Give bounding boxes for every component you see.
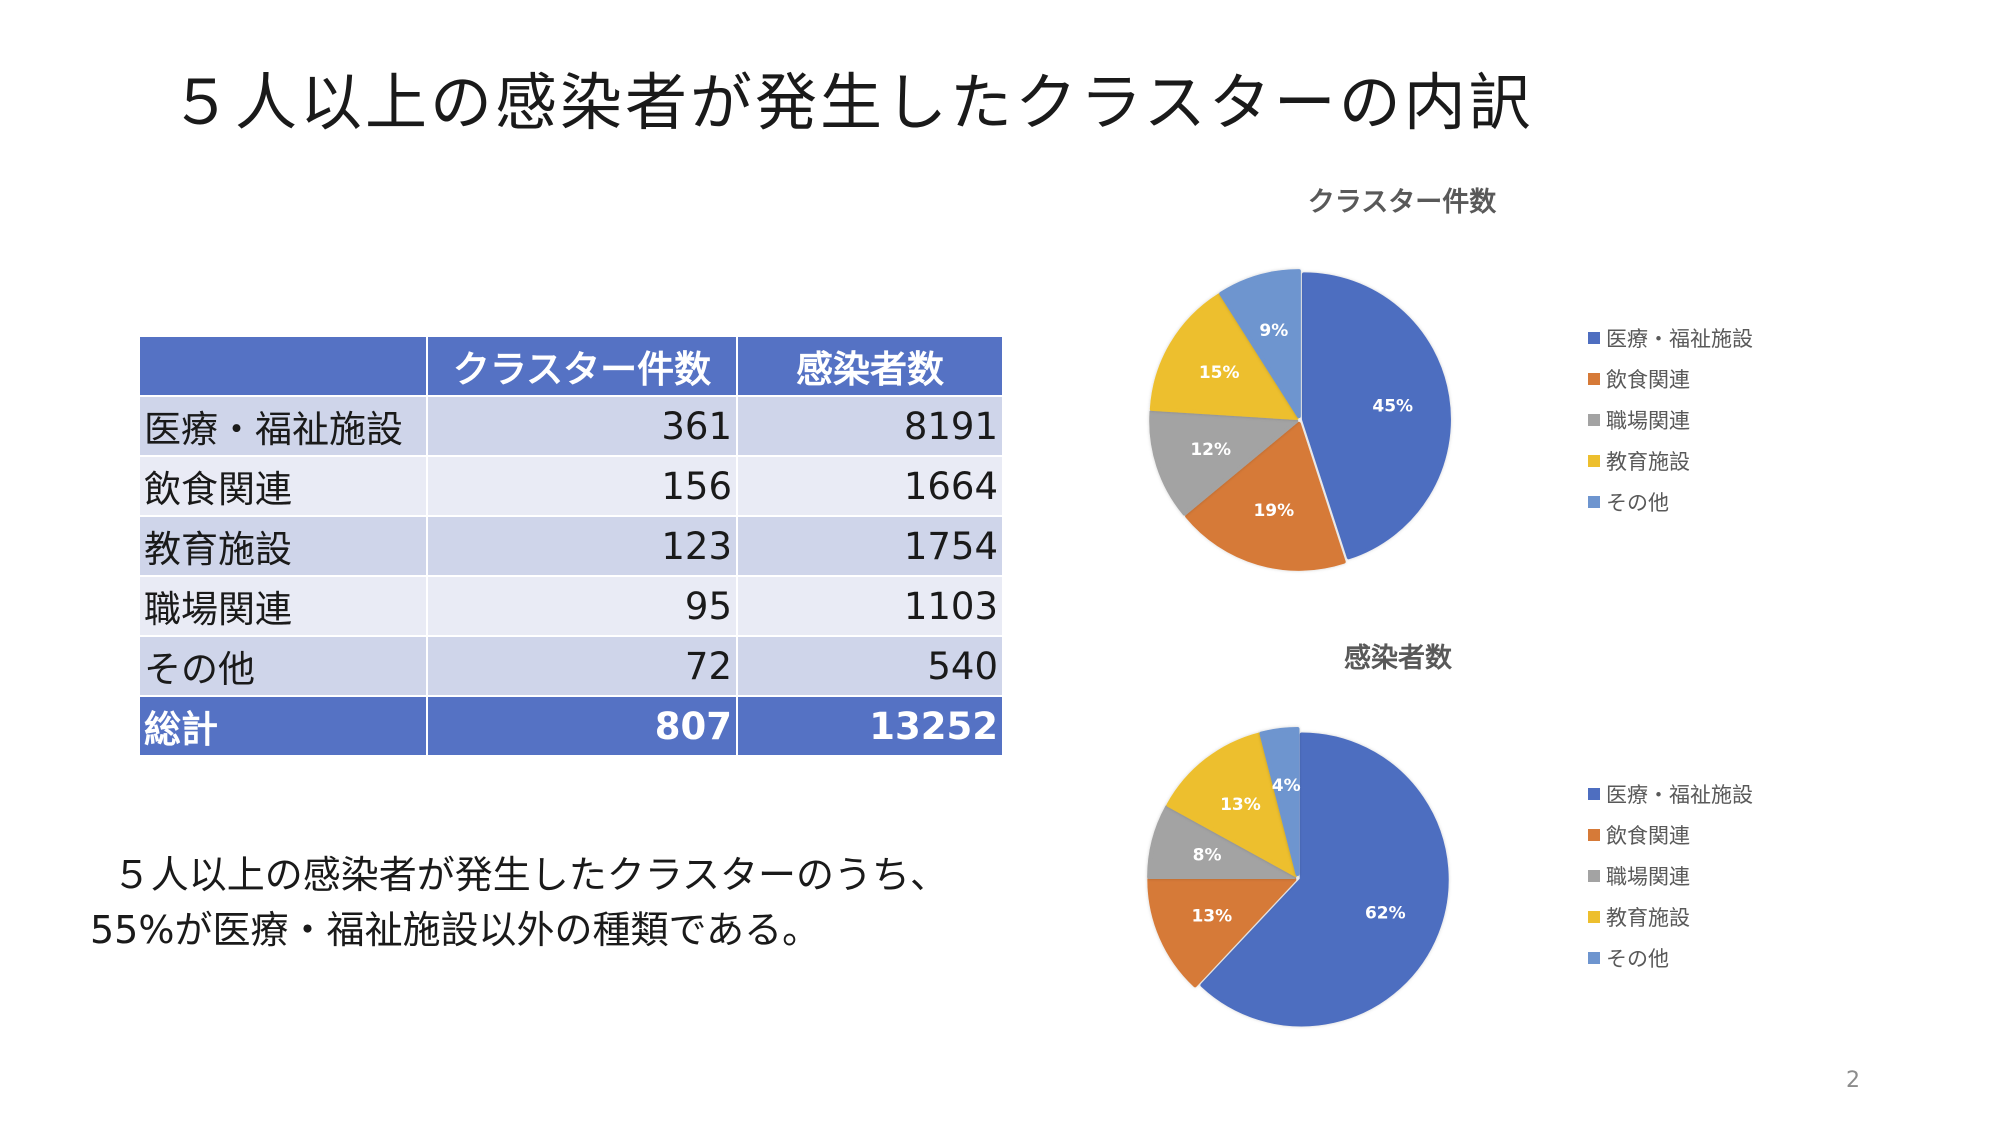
legend-swatch [1588, 331, 1600, 344]
pie-data-label: 9% [1259, 321, 1288, 341]
legend-label: 職場関連 [1606, 864, 1690, 889]
legend-swatch [1588, 828, 1600, 841]
chart-title-infected: 感染者数 [1344, 643, 1452, 674]
total-label: 総計 [138, 695, 428, 757]
row-clusters: 156 [426, 455, 738, 517]
pie-slice-4 [1166, 732, 1298, 877]
pie-data-label: 13% [1220, 795, 1261, 815]
legend-item: 職場関連 [1588, 399, 1753, 440]
row-clusters: 72 [426, 635, 738, 697]
chart-title-clusters: クラスター件数 [1307, 187, 1497, 218]
pie-data-label: 4% [1272, 776, 1301, 796]
pie-data-label: 12% [1190, 440, 1231, 460]
cluster-table: クラスター件数 感染者数 医療・福祉施設 361 8191 飲食関連 156 1… [138, 335, 1004, 757]
pie-data-label: 19% [1253, 501, 1294, 521]
legend-label: 教育施設 [1606, 449, 1690, 474]
pie-slice-5 [1259, 727, 1300, 877]
legend-swatch [1588, 910, 1600, 923]
legend-label: 飲食関連 [1606, 367, 1690, 392]
pie-slice-1 [1301, 272, 1451, 560]
legend-label: その他 [1606, 490, 1669, 515]
table-row: 飲食関連 156 1664 [138, 455, 1004, 517]
legend-swatch [1588, 869, 1600, 882]
pie-slice-3 [1147, 805, 1297, 880]
row-label: 飲食関連 [138, 455, 428, 517]
row-label: 医療・福祉施設 [138, 395, 428, 457]
pie-chart-clusters: 45% 19% 12% 15% 9% [1149, 269, 1451, 571]
legend-clusters: 医療・福祉施設 飲食関連職場関連教育施設その他 [1588, 317, 1753, 522]
legend-swatch [1588, 787, 1600, 800]
legend-item: その他 [1588, 937, 1753, 978]
row-infected: 8191 [736, 395, 1004, 457]
pie-slice-3 [1149, 410, 1299, 516]
row-infected: 1754 [736, 515, 1004, 577]
table-header-clusters: クラスター件数 [426, 335, 738, 397]
legend-item: 教育施設 [1588, 896, 1753, 937]
legend-label: 医療・福祉施設 [1606, 326, 1753, 351]
summary-text: ５人以上の感染者が発生したクラスターのうち、55%が医療・福祉施設以外の種類であ… [90, 853, 949, 952]
table-row: 医療・福祉施設 361 8191 [138, 395, 1004, 457]
pie-data-label: 13% [1191, 906, 1232, 926]
legend-swatch [1588, 413, 1600, 426]
legend-swatch [1588, 454, 1600, 467]
pie-slice-1 [1200, 732, 1449, 1027]
row-clusters: 95 [426, 575, 738, 637]
table-total-row: 総計 807 13252 [138, 695, 1004, 757]
legend-label: その他 [1606, 946, 1669, 971]
total-infected: 13252 [736, 695, 1004, 757]
legend-item: 医療・福祉施設 [1588, 317, 1753, 358]
legend-item: 飲食関連 [1588, 358, 1753, 399]
pie-data-label: 8% [1193, 846, 1222, 866]
row-infected: 1103 [736, 575, 1004, 637]
pie-data-label: 62% [1365, 904, 1406, 924]
slide-title: ５人以上の感染者が発生したクラスターの内訳 [170, 66, 1534, 139]
legend-label: 教育施設 [1606, 905, 1690, 930]
legend-label: 飲食関連 [1606, 823, 1690, 848]
legend-item: 教育施設 [1588, 440, 1753, 481]
row-clusters: 123 [426, 515, 738, 577]
table-header-row: クラスター件数 感染者数 [138, 335, 1004, 397]
row-infected: 540 [736, 635, 1004, 697]
pie-slice-2 [1147, 877, 1297, 988]
row-label: その他 [138, 635, 428, 697]
legend-item: 職場関連 [1588, 855, 1753, 896]
row-infected: 1664 [736, 455, 1004, 517]
row-clusters: 361 [426, 395, 738, 457]
legend-swatch [1588, 495, 1600, 508]
legend-swatch [1588, 951, 1600, 964]
pie-slice-4 [1149, 293, 1299, 420]
legend-infected: 医療・福祉施設 飲食関連職場関連教育施設その他 [1588, 773, 1753, 978]
table-header-blank [138, 335, 428, 397]
table-row: その他 72 540 [138, 635, 1004, 697]
pie-slice-5 [1219, 269, 1301, 419]
pie-data-label: 15% [1199, 363, 1240, 383]
row-label: 職場関連 [138, 575, 428, 637]
legend-item: 飲食関連 [1588, 814, 1753, 855]
pie-data-label: 45% [1372, 396, 1413, 416]
legend-swatch [1588, 372, 1600, 385]
table-header-infected: 感染者数 [736, 335, 1004, 397]
page-number: 2 [1846, 1068, 1860, 1093]
legend-label: 医療・福祉施設 [1606, 782, 1753, 807]
row-label: 教育施設 [138, 515, 428, 577]
legend-label: 職場関連 [1606, 408, 1690, 433]
legend-item: その他 [1588, 481, 1753, 522]
total-clusters: 807 [426, 695, 738, 757]
table-row: 職場関連 95 1103 [138, 575, 1004, 637]
legend-item: 医療・福祉施設 [1588, 773, 1753, 814]
table-row: 教育施設 123 1754 [138, 515, 1004, 577]
pie-slice-2 [1185, 421, 1346, 571]
pie-chart-infected: 62% 13% 8% 13% 4% [1147, 727, 1449, 1027]
